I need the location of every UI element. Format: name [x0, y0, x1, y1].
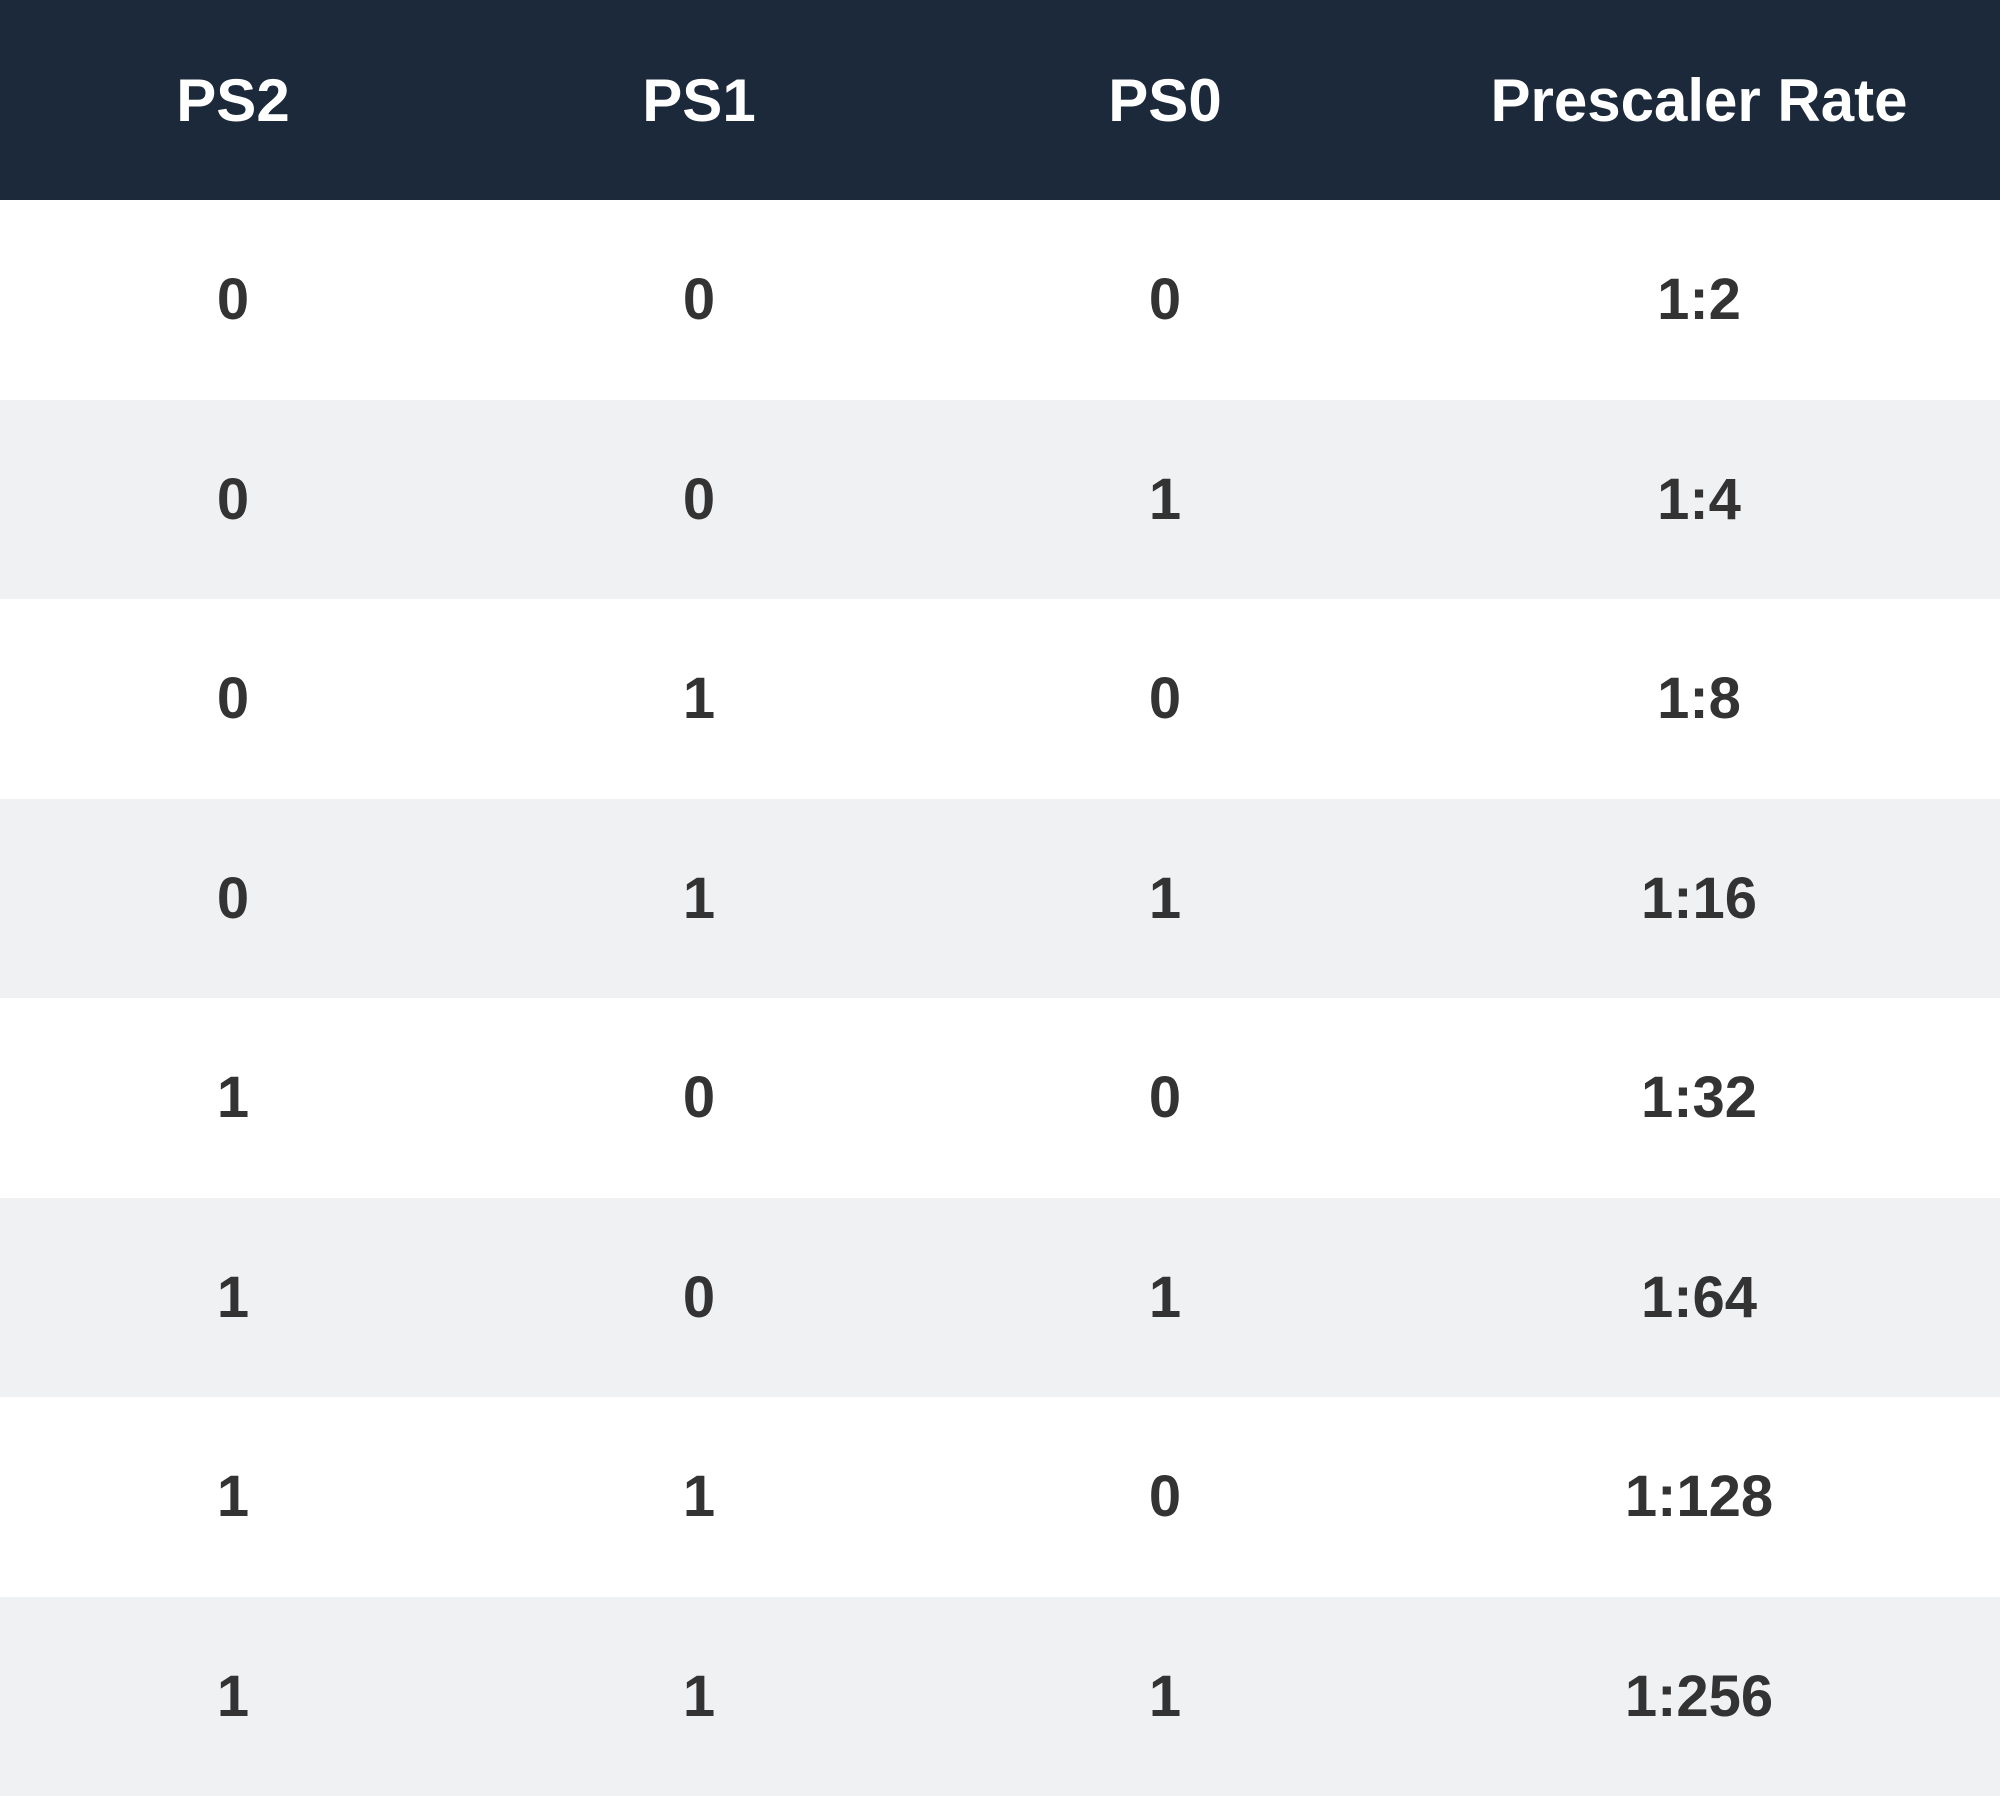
header-ps2: PS2	[176, 66, 290, 134]
cell-ps0: 1	[1148, 1264, 1182, 1330]
cell-prescaler-rate: 1:128	[1624, 1464, 1774, 1530]
cell-prescaler-rate: 1:8	[1657, 666, 1741, 732]
table-row: 0 0 0 1:2	[0, 200, 2000, 400]
cell-ps1: 0	[682, 267, 716, 333]
cell-ps2: 1	[216, 1663, 250, 1729]
cell-ps1: 0	[682, 1065, 716, 1131]
header-ps1: PS1	[642, 66, 756, 134]
cell-ps2: 1	[216, 1065, 250, 1131]
cell-ps1: 0	[682, 466, 716, 532]
table-row: 0 0 1 1:4	[0, 399, 2000, 599]
header-prescaler-rate: Prescaler Rate	[1490, 66, 1908, 134]
cell-ps0: 1	[1148, 466, 1182, 532]
cell-prescaler-rate: 1:16	[1640, 865, 1758, 931]
cell-ps2: 0	[216, 466, 250, 532]
cell-prescaler-rate: 1:32	[1640, 1065, 1758, 1131]
cell-ps2: 0	[216, 267, 250, 333]
cell-ps1: 0	[682, 1264, 716, 1330]
cell-prescaler-rate: 1:64	[1640, 1264, 1758, 1330]
cell-ps1: 1	[682, 666, 716, 732]
table-body: 0 0 0 1:2 0 0 1 1:4 0 1 0 1:8 0 1 1 1:16…	[0, 200, 2000, 1796]
cell-ps0: 0	[1148, 267, 1182, 333]
cell-ps1: 1	[682, 865, 716, 931]
table-row: 1 0 0 1:32	[0, 998, 2000, 1198]
cell-ps0: 0	[1148, 666, 1182, 732]
table-row: 1 1 0 1:128	[0, 1397, 2000, 1597]
cell-ps0: 1	[1148, 865, 1182, 931]
table-header: PS2 PS1 PS0 Prescaler Rate	[0, 0, 2000, 200]
cell-ps1: 1	[682, 1663, 716, 1729]
table-row: 1 0 1 1:64	[0, 1197, 2000, 1397]
cell-ps0: 0	[1148, 1464, 1182, 1530]
cell-ps2: 1	[216, 1464, 250, 1530]
cell-ps2: 0	[216, 865, 250, 931]
table-row: 0 1 1 1:16	[0, 798, 2000, 998]
cell-prescaler-rate: 1:256	[1624, 1663, 1774, 1729]
header-row: PS2 PS1 PS0 Prescaler Rate	[0, 0, 2000, 200]
cell-prescaler-rate: 1:2	[1657, 267, 1741, 333]
cell-ps1: 1	[682, 1464, 716, 1530]
cell-ps0: 0	[1148, 1065, 1182, 1131]
cell-prescaler-rate: 1:4	[1657, 466, 1741, 532]
table-row: 0 1 0 1:8	[0, 599, 2000, 799]
cell-ps0: 1	[1148, 1663, 1182, 1729]
table-row: 1 1 1 1:256	[0, 1596, 2000, 1796]
cell-ps2: 0	[216, 666, 250, 732]
header-ps0: PS0	[1108, 66, 1222, 134]
cell-ps2: 1	[216, 1264, 250, 1330]
